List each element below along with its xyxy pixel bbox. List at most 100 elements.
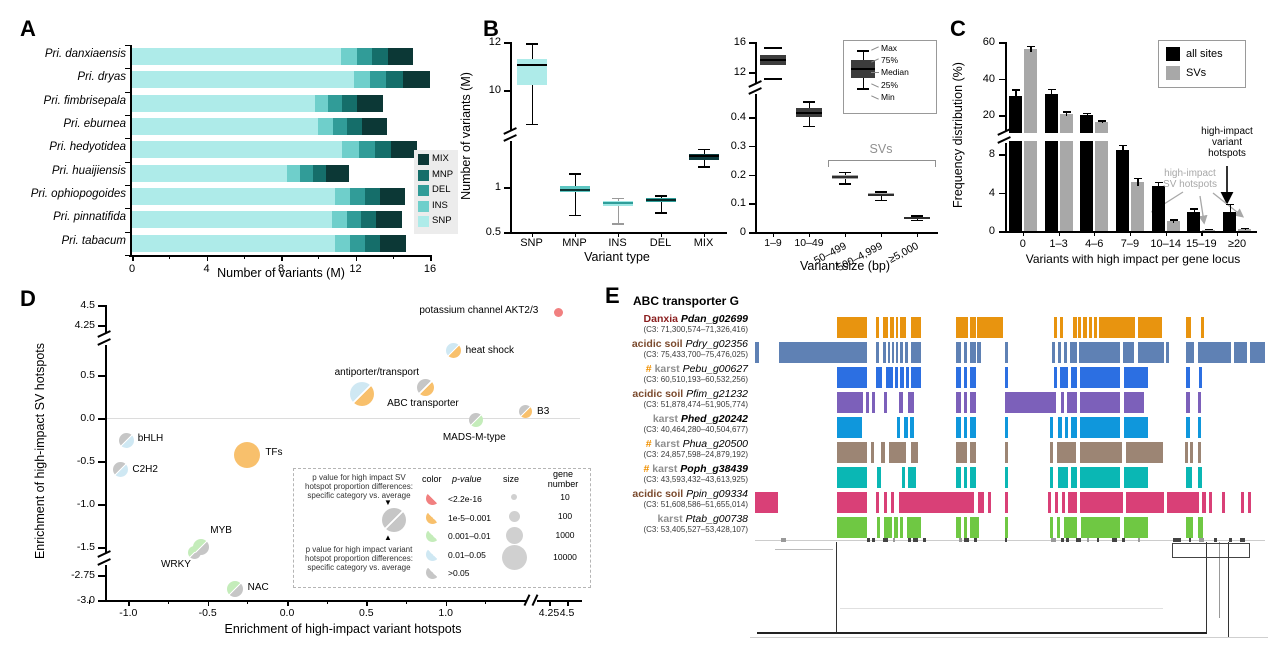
synteny-segment (1059, 367, 1068, 388)
gene-row-label: acidic soil Ppin_g09334 (585, 488, 748, 500)
error-bar-cap (1205, 229, 1214, 231)
x-tick-label: 1–3 (1049, 238, 1068, 250)
synteny-segment (1186, 392, 1190, 413)
synteny-segment (911, 442, 919, 463)
x-tick (845, 232, 847, 237)
x-tick (1129, 231, 1132, 236)
synteny-segment (956, 392, 961, 413)
y-tick (98, 418, 105, 420)
scatter-point-label: NAC (247, 582, 269, 593)
synteny-segment (1066, 392, 1077, 413)
bar-segment-ins (332, 211, 348, 229)
legend-label: all sites (1186, 48, 1223, 60)
synteny-segment (1079, 367, 1121, 388)
y-tick (504, 90, 510, 92)
gene-coords: (C3: 71,300,574–71,326,416) (643, 325, 748, 334)
scatter-point-antiporter-transport (349, 381, 374, 406)
bar-segment-snp (132, 48, 341, 65)
median-line (868, 193, 894, 196)
legend-size-circle (501, 544, 527, 570)
synteny-segment (836, 442, 867, 463)
synteny-segment (896, 342, 899, 363)
whisker-cap (568, 173, 581, 175)
x-minor-tick (318, 255, 320, 259)
synteny-segment (904, 417, 908, 438)
gene-annotation-tick (892, 538, 896, 542)
synteny-segment (895, 317, 899, 338)
error-bar-stem (1101, 120, 1103, 124)
y-tick-label: 1 (494, 181, 501, 193)
legend-stat-label: Max (881, 43, 898, 53)
synteny-segment (1079, 442, 1123, 463)
scatter-point-nac (226, 581, 243, 597)
gene-annotation-tick (872, 538, 875, 542)
legend-arrow-down-icon: ▼ (384, 498, 392, 507)
habitat-label: acidic soil (632, 488, 687, 500)
gene-coords: (C3: 51,878,474–51,905,774) (643, 400, 748, 409)
x-axis-line (129, 255, 431, 257)
bar-segment-mnp (342, 94, 358, 112)
synteny-segment (1124, 367, 1148, 388)
x-axis-line (104, 600, 582, 602)
error-bar-cap (1169, 219, 1178, 221)
x-tick-label: 0.5 (359, 607, 374, 619)
synteny-segment (906, 367, 910, 388)
median-line (645, 198, 676, 201)
y-tick-label: -0.5 (76, 455, 95, 467)
whisker-stem (660, 195, 662, 213)
synteny-segment (1083, 317, 1087, 338)
whisker-stem (617, 197, 619, 224)
synteny-segment (1079, 467, 1121, 488)
bar-segment-ins (286, 164, 300, 182)
gene-annotation-tick (1086, 538, 1089, 542)
bar-segment-mix (362, 117, 388, 135)
gene-annotation-tick (1096, 538, 1100, 542)
x-tick (881, 232, 883, 237)
legend-label: MIX (432, 153, 449, 164)
bar-segment-del (370, 71, 387, 89)
synteny-segment (1069, 342, 1077, 363)
bar-segment-del (347, 211, 362, 229)
x-tick (1058, 231, 1060, 236)
synteny-segment (911, 317, 921, 338)
synteny-segment (1126, 492, 1164, 513)
synteny-segment (1071, 367, 1077, 388)
synteny-segment (963, 517, 967, 538)
legend-label: INS (432, 199, 448, 211)
scatter-point-heat-shock (446, 343, 462, 359)
gene-name: Ppin_g09334 (686, 488, 748, 500)
x-minor-tick (326, 600, 328, 604)
bar-segment-snp (132, 211, 333, 229)
tree-vertical-line (1206, 542, 1207, 632)
y-tick (999, 78, 1005, 80)
legend-size-label: 10 (560, 492, 570, 502)
y-tick (749, 145, 755, 148)
synteny-segment (1071, 417, 1077, 438)
gene-row-label: # karst Phua_g20500 (585, 438, 748, 450)
x-tick (773, 232, 775, 237)
synteny-segment (1208, 492, 1213, 513)
synteny-segment (899, 517, 904, 538)
legend-swatch-mix (418, 154, 429, 165)
bar-segment-snp (132, 94, 315, 112)
gene-model-line (840, 608, 1163, 609)
y-tick (125, 208, 130, 210)
bar-all-sites (1008, 95, 1022, 231)
bar-SVs (1095, 121, 1109, 231)
gene-annotation-tick (923, 538, 926, 542)
synteny-segment (755, 492, 778, 513)
synteny-segment (887, 342, 891, 363)
synteny-segment (963, 417, 967, 438)
synteny-segment (1058, 417, 1062, 438)
synteny-segment (1052, 342, 1056, 363)
synteny-segment (956, 417, 961, 438)
bar-all-sites (1151, 185, 1165, 231)
x-tick (1165, 231, 1167, 236)
error-bar-stem (1137, 177, 1139, 187)
error-bar-cap (1098, 120, 1107, 122)
synteny-segment (1049, 517, 1054, 538)
x-tick (445, 600, 448, 606)
panel-d-xaxis-title: Enrichment of high-impact variant hotspo… (224, 622, 462, 636)
synteny-segment (883, 392, 887, 413)
x-minor-tick (167, 600, 169, 604)
